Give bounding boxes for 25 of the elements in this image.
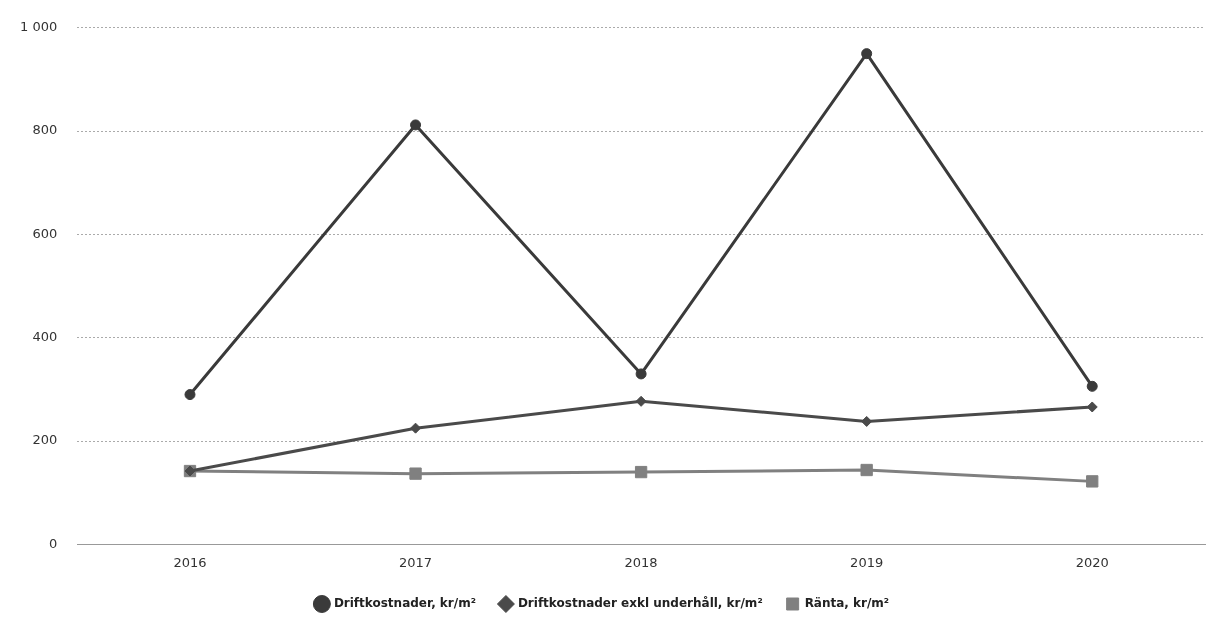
point bbox=[861, 415, 873, 427]
point bbox=[409, 467, 422, 480]
x-tick-label: 2018 bbox=[624, 554, 658, 570]
legend-label: Ränta, kr/m² bbox=[804, 596, 890, 611]
y-tick-label: 600 bbox=[32, 225, 58, 241]
x-tick-label: 2019 bbox=[850, 554, 884, 570]
y-tick-label: 400 bbox=[32, 329, 58, 345]
point bbox=[1086, 380, 1098, 392]
point bbox=[184, 389, 196, 401]
point bbox=[635, 395, 647, 407]
point bbox=[634, 465, 648, 479]
y-tick-label: 1 000 bbox=[20, 19, 58, 35]
point bbox=[860, 463, 873, 477]
x-tick-label: 2017 bbox=[399, 554, 433, 570]
legend-label: Driftkostnader exkl underhåll, kr/m² bbox=[517, 596, 763, 611]
y-tick-label: 0 bbox=[48, 535, 58, 551]
y-tick-label: 800 bbox=[32, 122, 58, 138]
point bbox=[1086, 475, 1099, 488]
point bbox=[410, 119, 422, 131]
point bbox=[635, 368, 647, 380]
y-tick-label: 200 bbox=[32, 432, 58, 448]
x-tick-label: 2020 bbox=[1075, 554, 1109, 570]
legend-label: Driftkostnader, kr/m² bbox=[333, 596, 476, 611]
point bbox=[861, 48, 873, 60]
x-tick-label: 2016 bbox=[173, 554, 207, 570]
